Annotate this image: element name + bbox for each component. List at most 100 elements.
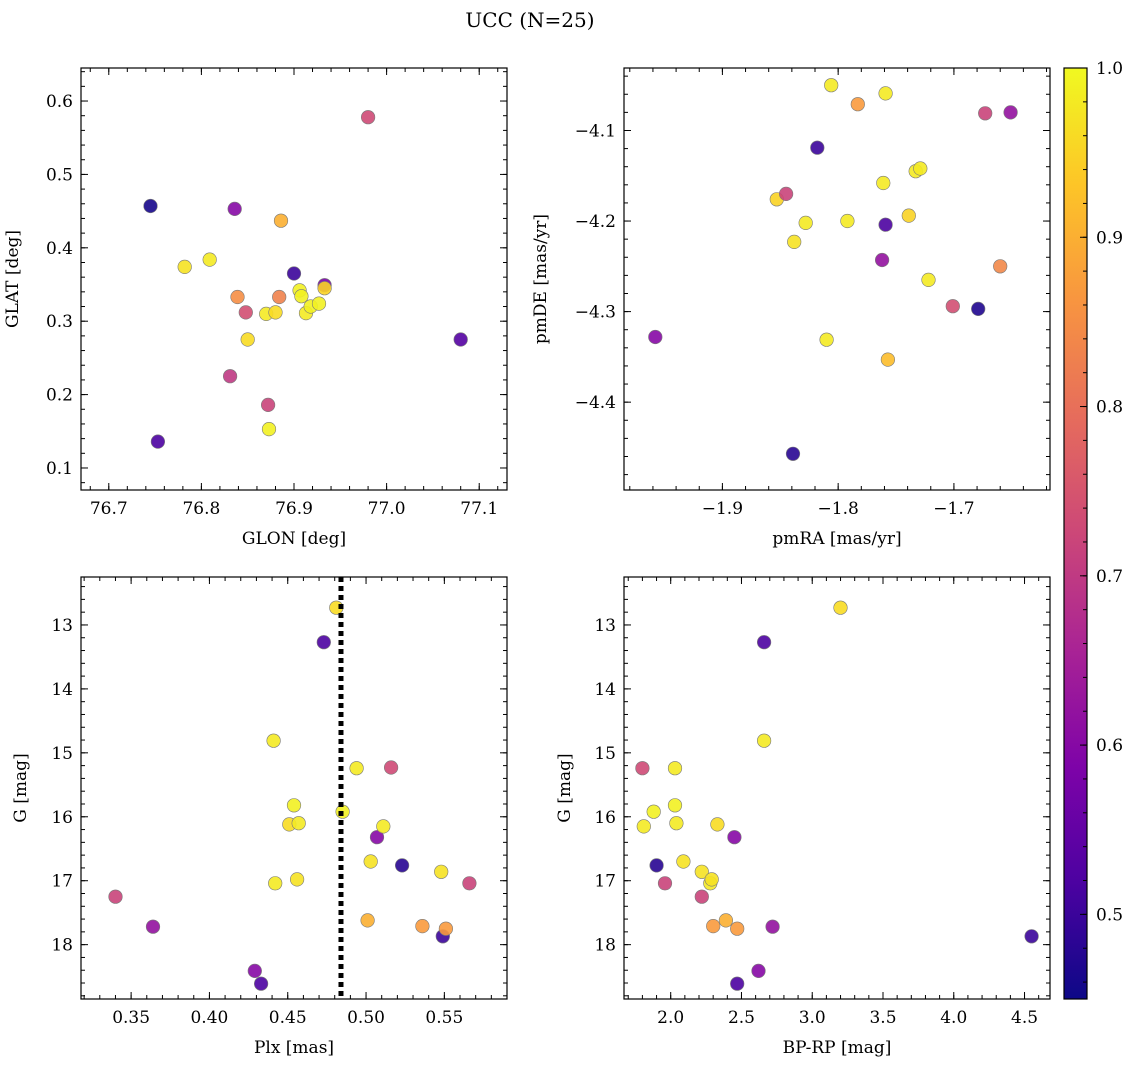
panel-sky: 76.7 76.8 76.9 77.0 77.1 0.1 0.2 0.3 0.4 0.5 0.6 G… xyxy=(3,67,508,549)
plx-y-tick-label: 13 xyxy=(51,616,73,636)
cmd-y-tick-label: 16 xyxy=(594,808,616,828)
cmd-ticks: 2.0 2.5 3.0 3.5 4.0 4.5 13 14 15 16 17 18 xyxy=(594,577,1050,1028)
plx-axes-frame xyxy=(80,576,508,1000)
colorbar-frame xyxy=(1063,67,1088,1000)
sky-point xyxy=(240,332,255,347)
cmd-point xyxy=(706,918,721,934)
sky-point xyxy=(150,434,165,449)
cmd-point xyxy=(756,635,772,650)
pm-point xyxy=(993,259,1008,274)
plx-point xyxy=(376,819,391,834)
cmd-x-axis-label: BP-RP [mag] xyxy=(783,1038,892,1058)
pm-ticks: −1.9 −1.8 −1.7 −4.4 −4.3 −4.2 −4.1 xyxy=(575,68,1050,519)
plx-y-tick-label: 15 xyxy=(51,744,73,764)
cmd-y-tick-label: 15 xyxy=(594,744,616,764)
cmd-point xyxy=(710,817,725,832)
colorbar-tick-label: 0.8 xyxy=(1096,398,1123,418)
plx-point xyxy=(266,733,281,748)
sky-point xyxy=(177,259,192,275)
plx-point xyxy=(384,760,399,775)
plx-point xyxy=(360,913,375,928)
plx-x-tick-label: 0.55 xyxy=(425,1008,463,1028)
plx-y-tick-label: 14 xyxy=(51,680,73,700)
cmd-x-tick-label: 2.0 xyxy=(657,1008,684,1028)
cmd-point xyxy=(718,913,734,928)
cmd-point xyxy=(649,858,664,873)
cmd-y-axis-label: G [mag] xyxy=(555,753,575,822)
cmd-x-tick-label: 4.0 xyxy=(940,1008,967,1028)
pm-point xyxy=(874,252,890,268)
pm-y-axis-label: pmDE [mas/yr] xyxy=(531,214,551,344)
pm-point xyxy=(785,446,801,461)
colorbar-gradient xyxy=(1064,68,1087,999)
pm-point xyxy=(880,352,896,367)
cmd-point xyxy=(669,816,684,831)
pm-point xyxy=(778,186,794,201)
plx-x-tick-label: 0.45 xyxy=(269,1008,307,1028)
sky-y-tick-label: 0.5 xyxy=(46,165,73,185)
plx-point xyxy=(395,858,410,873)
plx-point xyxy=(316,635,331,650)
cmd-x-tick-label: 3.5 xyxy=(869,1008,896,1028)
sky-y-axis-label: GLAT [deg] xyxy=(3,230,23,328)
sky-point xyxy=(202,252,217,267)
pm-axes-frame xyxy=(623,67,1051,491)
colorbar-tick-label: 0.9 xyxy=(1096,228,1123,248)
cmd-points xyxy=(635,600,1039,991)
sky-point xyxy=(261,422,277,437)
pm-point xyxy=(1003,105,1018,120)
sky-y-tick-label: 0.3 xyxy=(46,312,73,332)
sky-point xyxy=(273,213,289,228)
pm-point xyxy=(819,332,834,347)
sky-point xyxy=(230,289,245,305)
cmd-point xyxy=(635,761,650,776)
pm-point xyxy=(810,140,825,155)
cmd-x-tick-label: 2.5 xyxy=(728,1008,755,1028)
cmd-point xyxy=(667,798,683,813)
pm-y-tick-label: −4.4 xyxy=(575,393,616,413)
sky-point xyxy=(286,266,302,281)
cmd-point xyxy=(694,864,709,879)
cmd-point xyxy=(765,919,780,934)
plx-point xyxy=(290,872,305,887)
pm-x-tick-label: −1.8 xyxy=(818,499,859,519)
pm-point xyxy=(913,161,928,176)
cmd-point xyxy=(676,854,691,869)
plx-point xyxy=(363,854,378,869)
pm-point xyxy=(878,217,893,232)
sky-x-tick-label: 77.0 xyxy=(368,499,406,519)
sky-point xyxy=(261,397,276,413)
cmd-y-tick-label: 14 xyxy=(594,680,616,700)
plx-point xyxy=(254,976,269,991)
pm-point xyxy=(945,299,960,314)
plx-point xyxy=(291,816,306,831)
sky-point xyxy=(143,198,158,214)
cmd-point xyxy=(657,876,673,891)
pm-x-tick-label: −1.7 xyxy=(933,499,974,519)
colorbar-ticks: 0.5 0.6 0.7 0.8 0.9 1.0 xyxy=(1080,59,1123,983)
pm-point xyxy=(921,272,936,288)
cmd-point xyxy=(727,830,742,845)
plx-y-tick-label: 16 xyxy=(51,808,73,828)
plx-point xyxy=(462,876,477,891)
colorbar: 0.5 0.6 0.7 0.8 0.9 1.0 xyxy=(1063,59,1123,1000)
plx-point xyxy=(434,864,449,879)
plx-x-tick-label: 0.50 xyxy=(347,1008,385,1028)
sky-x-tick-label: 77.1 xyxy=(460,499,498,519)
plx-point xyxy=(349,761,364,776)
pm-point xyxy=(878,86,893,101)
plx-point xyxy=(108,889,123,904)
colorbar-tick-label: 1.0 xyxy=(1096,59,1123,79)
plx-y-axis-label: G [mag] xyxy=(11,753,31,822)
cmd-point xyxy=(704,872,719,887)
colorbar-tick-label: 0.6 xyxy=(1096,736,1123,756)
colorbar-tick-label: 0.5 xyxy=(1096,905,1123,925)
pm-point xyxy=(971,301,986,317)
cmd-x-tick-label: 4.5 xyxy=(1011,1008,1038,1028)
sky-point xyxy=(268,305,283,320)
plx-x-tick-label: 0.35 xyxy=(112,1008,150,1028)
cmd-point xyxy=(694,889,709,904)
figure-title: UCC (N=25) xyxy=(465,8,594,32)
sky-point xyxy=(238,305,253,320)
